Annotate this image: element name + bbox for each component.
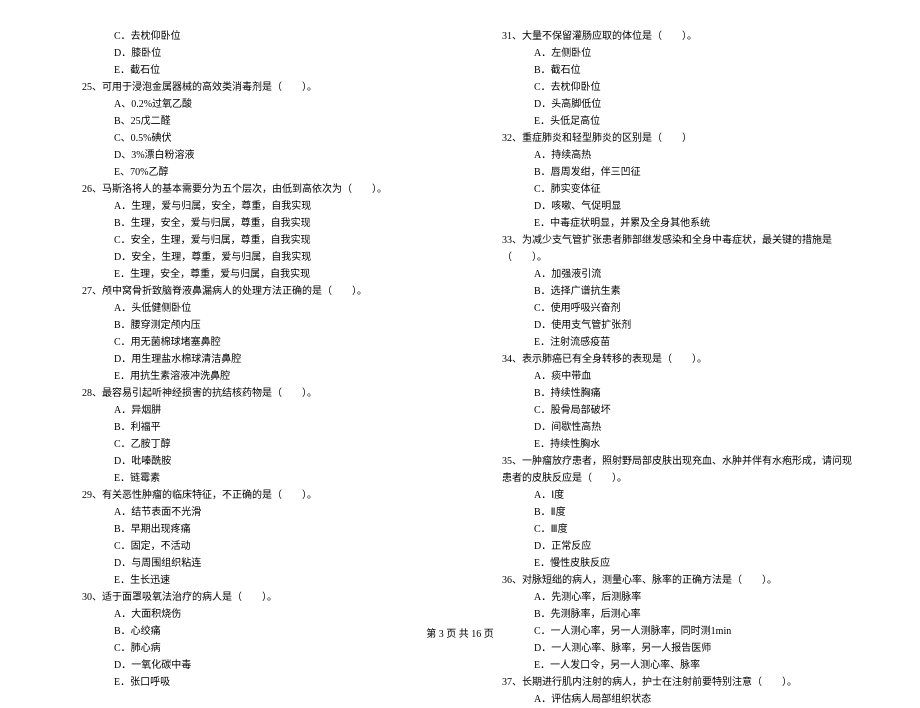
question-stem: 34、表示肺癌已有全身转移的表现是（ ）。: [502, 351, 860, 368]
option-line: D．吡嗪酰胺: [60, 453, 440, 470]
option-line: C．肺心病: [60, 640, 440, 657]
option-line: C、0.5%碘伏: [60, 130, 440, 147]
option-line: B．唇周发绀，伴三凹征: [480, 164, 860, 181]
option-line: A．评估病人局部组织状态: [480, 691, 860, 708]
option-line: B．腰穿测定颅内压: [60, 317, 440, 334]
option-line: A．加强液引流: [480, 266, 860, 283]
question-stem: 27、颅中窝骨折致脑脊液鼻漏病人的处理方法正确的是（ ）。: [82, 283, 440, 300]
question-stem: 28、最容易引起听神经损害的抗结核药物是（ ）。: [82, 385, 440, 402]
option-line: E．持续性胸水: [480, 436, 860, 453]
option-line: A．持续高热: [480, 147, 860, 164]
option-line: E．一人发口令，另一人测心率、脉率: [480, 657, 860, 674]
question-stem: 37、长期进行肌内注射的病人，护士在注射前要特别注意（ ）。: [502, 674, 860, 691]
option-line: D．用生理盐水棉球清洁鼻腔: [60, 351, 440, 368]
option-line: E．头低足高位: [480, 113, 860, 130]
page-footer: 第 3 页 共 16 页: [0, 625, 920, 640]
option-line: B．截石位: [480, 62, 860, 79]
question-stem: 36、对脉短绌的病人，测量心率、脉率的正确方法是（ ）。: [502, 572, 860, 589]
option-line: D．一氧化碳中毒: [60, 657, 440, 674]
question-stem: 32、重症肺炎和轻型肺炎的区别是（ ）: [502, 130, 860, 147]
option-line: C．用无菌棉球堵塞鼻腔: [60, 334, 440, 351]
option-line: A．头低健侧卧位: [60, 300, 440, 317]
option-line: D．安全，生理，尊重，爱与归属，自我实现: [60, 249, 440, 266]
option-line: A．先测心率，后测脉率: [480, 589, 860, 606]
option-line: A．Ⅰ度: [480, 487, 860, 504]
option-line: B．生理，安全，爱与归属，尊重，自我实现: [60, 215, 440, 232]
option-line: D．一人测心率、脉率，另一人报告医师: [480, 640, 860, 657]
option-line: D、3%漂白粉溶液: [60, 147, 440, 164]
question-stem: 35、一肿瘤放疗患者，照射野局部皮肤出现充血、水肿并伴有水疱形成，请问现患者的皮…: [502, 453, 860, 487]
option-line: E．慢性皮肤反应: [480, 555, 860, 572]
option-line: C．Ⅲ度: [480, 521, 860, 538]
option-line: D．咳嗽、气促明显: [480, 198, 860, 215]
option-line: B．持续性胸痛: [480, 385, 860, 402]
option-line: B、25戊二醛: [60, 113, 440, 130]
option-line: E．中毒症状明显，并累及全身其他系统: [480, 215, 860, 232]
option-line: D．膝卧位: [60, 45, 440, 62]
option-line: C．固定，不活动: [60, 538, 440, 555]
option-line: B．选择广谱抗生素: [480, 283, 860, 300]
option-line: A．结节表面不光滑: [60, 504, 440, 521]
option-line: E．链霉素: [60, 470, 440, 487]
option-line: C．股骨局部破坏: [480, 402, 860, 419]
option-line: E．截石位: [60, 62, 440, 79]
option-line: C．使用呼吸兴奋剂: [480, 300, 860, 317]
option-line: B．先测脉率，后测心率: [480, 606, 860, 623]
option-line: D．与周围组织粘连: [60, 555, 440, 572]
option-line: C．乙胺丁醇: [60, 436, 440, 453]
option-line: C．去枕仰卧位: [480, 79, 860, 96]
option-line: E．注射流感疫苗: [480, 334, 860, 351]
option-line: A、0.2%过氧乙酸: [60, 96, 440, 113]
option-line: E．用抗生素溶液冲洗鼻腔: [60, 368, 440, 385]
option-line: E、70%乙醇: [60, 164, 440, 181]
option-line: A．生理，爱与归属，安全，尊重，自我实现: [60, 198, 440, 215]
question-stem: 33、为减少支气管扩张患者肺部继发感染和全身中毒症状，最关键的措施是（ ）。: [502, 232, 860, 266]
question-stem: 29、有关恶性肿瘤的临床特征，不正确的是（ ）。: [82, 487, 440, 504]
question-stem: 31、大量不保留灌肠应取的体位是（ ）。: [502, 28, 860, 45]
option-line: D．使用支气管扩张剂: [480, 317, 860, 334]
option-line: B．利福平: [60, 419, 440, 436]
option-line: A．痰中带血: [480, 368, 860, 385]
option-line: D．头高脚低位: [480, 96, 860, 113]
option-line: A．异烟肼: [60, 402, 440, 419]
option-line: D．正常反应: [480, 538, 860, 555]
question-stem: 25、可用于浸泡金属器械的高效类消毒剂是（ ）。: [82, 79, 440, 96]
option-line: C．去枕仰卧位: [60, 28, 440, 45]
option-line: E．张口呼吸: [60, 674, 440, 691]
option-line: E．生理，安全，尊重，爱与归属，自我实现: [60, 266, 440, 283]
option-line: E．生长迅速: [60, 572, 440, 589]
option-line: A．大面积烧伤: [60, 606, 440, 623]
option-line: C．安全，生理，爱与归属，尊重，自我实现: [60, 232, 440, 249]
option-line: D．间歇性高热: [480, 419, 860, 436]
option-line: C．肺实变体征: [480, 181, 860, 198]
question-stem: 26、马斯洛将人的基本需要分为五个层次，由低到高依次为（ ）。: [82, 181, 440, 198]
option-line: B．早期出现疼痛: [60, 521, 440, 538]
option-line: B．Ⅱ度: [480, 504, 860, 521]
option-line: A．左侧卧位: [480, 45, 860, 62]
question-stem: 30、适于面罩吸氧法治疗的病人是（ ）。: [82, 589, 440, 606]
